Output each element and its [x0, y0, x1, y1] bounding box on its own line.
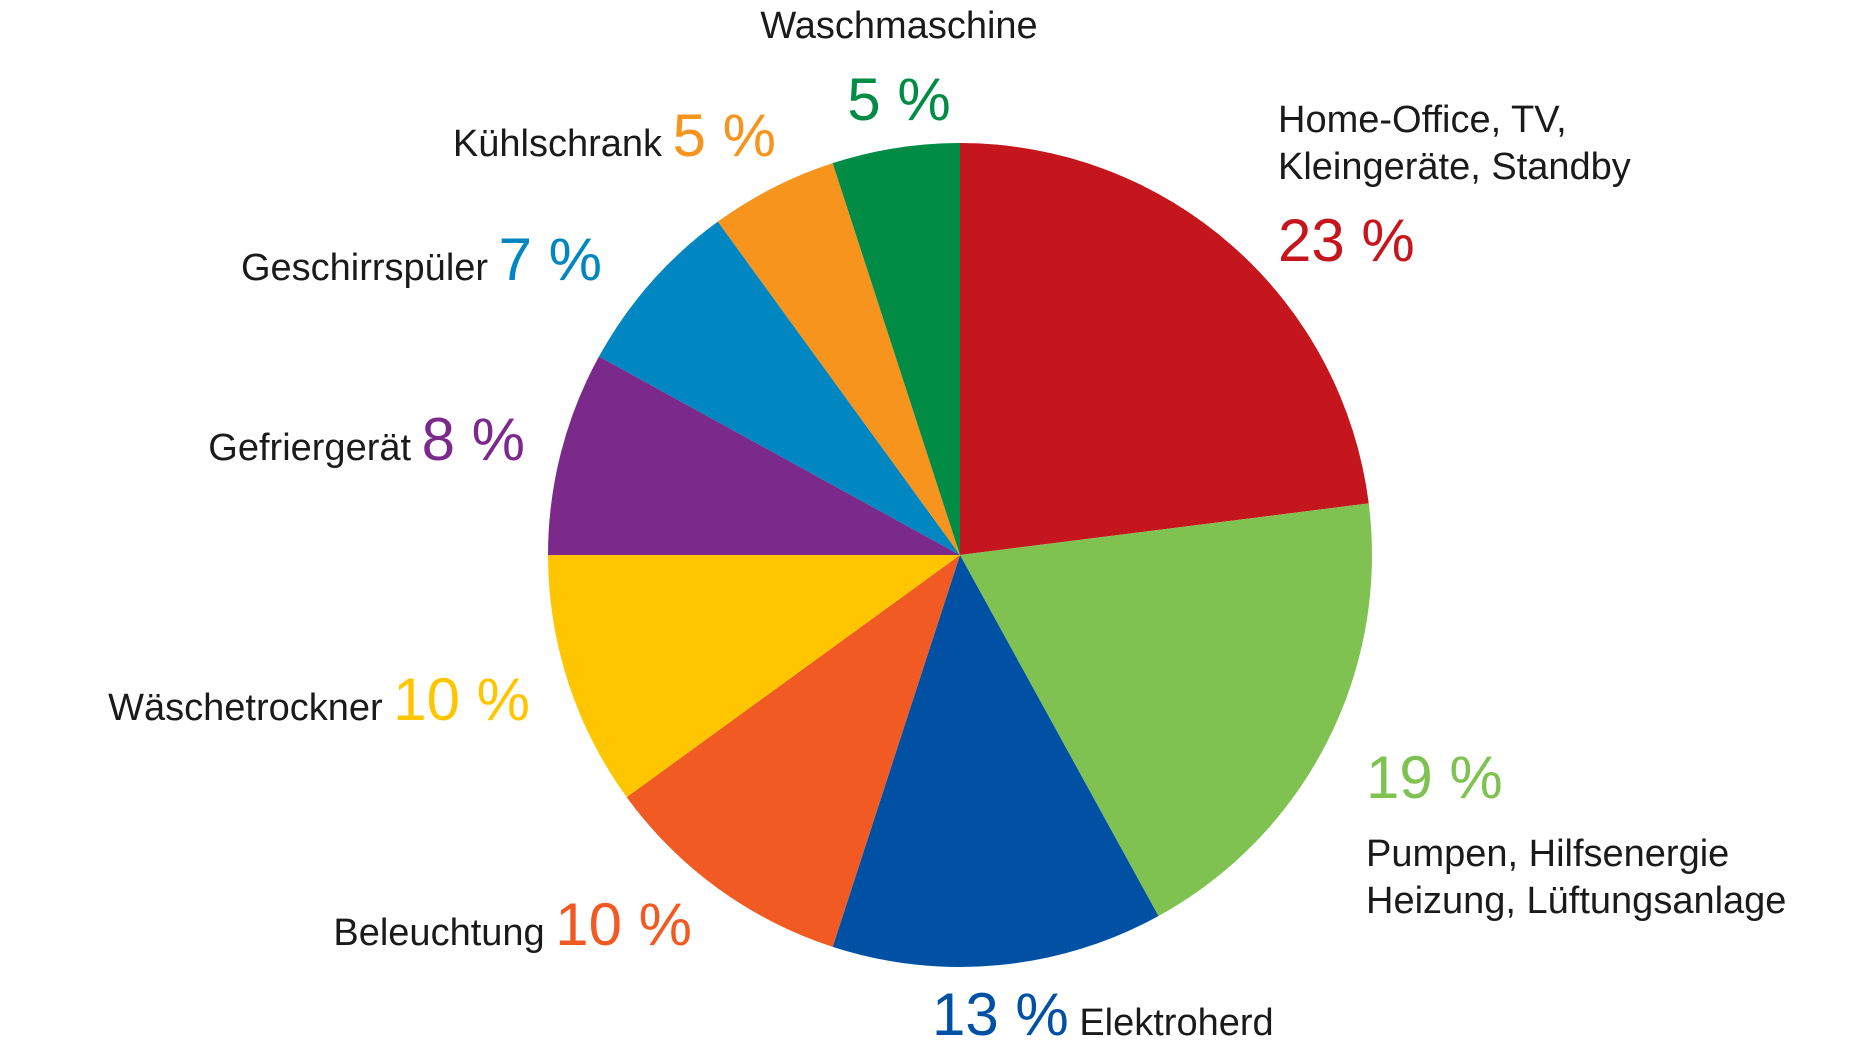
slice-percent-gefriergeraet: 8 %: [422, 406, 525, 473]
slice-label-kuehlschrank: Kühlschrank 5 %: [453, 102, 776, 169]
slice-name-pumpen-line2: Heizung, Lüftungsanlage: [1366, 880, 1786, 922]
slice-name-elektroherd: Elektroherd: [1079, 1002, 1273, 1044]
pie-slice-waschmaschine: [832, 143, 960, 555]
pie-labels: Home-Office, TV, Kleingeräte, Standby 23 %…: [108, 5, 1786, 1048]
pie-slice-elektroherd: [832, 555, 1159, 968]
pie-slices: [548, 143, 1372, 968]
slice-name-homeoffice-line2: Kleingeräte, Standby: [1278, 146, 1631, 188]
slice-percent-pumpen: 19 %: [1366, 744, 1503, 811]
pie-slice-homeoffice: [960, 143, 1369, 555]
slice-percent-waeschetrockner: 10 %: [393, 666, 530, 733]
slice-name-gefriergeraet: Gefriergerät: [208, 427, 411, 469]
slice-name-homeoffice-line1: Home-Office, TV,: [1278, 99, 1567, 141]
pie-slice-geschirrspueler: [598, 221, 960, 555]
slice-percent-homeoffice: 23 %: [1278, 207, 1415, 274]
slice-name-pumpen-line1: Pumpen, Hilfsenergie: [1366, 833, 1729, 875]
slice-name-geschirrspueler: Geschirrspüler: [241, 247, 488, 289]
slice-label-geschirrspueler: Geschirrspüler 7 %: [241, 226, 602, 293]
pie-slice-pumpen: [960, 503, 1372, 917]
slice-name-waeschetrockner: Wäschetrockner: [108, 687, 383, 729]
pie-slice-waeschetrockner: [548, 555, 960, 798]
slice-percent-beleuchtung: 10 %: [555, 891, 692, 958]
slice-label-elektroherd: 13 % Elektroherd: [932, 981, 1274, 1048]
slice-percent-geschirrspueler: 7 %: [499, 226, 602, 293]
pie-slice-beleuchtung: [626, 555, 960, 947]
slice-percent-kuehlschrank: 5 %: [673, 102, 776, 169]
slice-label-beleuchtung: Beleuchtung 10 %: [333, 891, 692, 958]
slice-name-beleuchtung: Beleuchtung: [333, 912, 544, 954]
pie-slice-kuehlschrank: [717, 163, 960, 555]
slice-name-waschmaschine: Waschmaschine: [760, 5, 1037, 47]
slice-label-waeschetrockner: Wäschetrockner 10 %: [108, 666, 530, 733]
slice-percent-elektroherd: 13 %: [932, 981, 1069, 1048]
pie-slice-gefriergeraet: [548, 356, 960, 555]
slice-label-gefriergeraet: Gefriergerät 8 %: [208, 406, 525, 473]
slice-name-kuehlschrank: Kühlschrank: [453, 123, 663, 165]
slice-percent-waschmaschine: 5 %: [847, 66, 950, 133]
